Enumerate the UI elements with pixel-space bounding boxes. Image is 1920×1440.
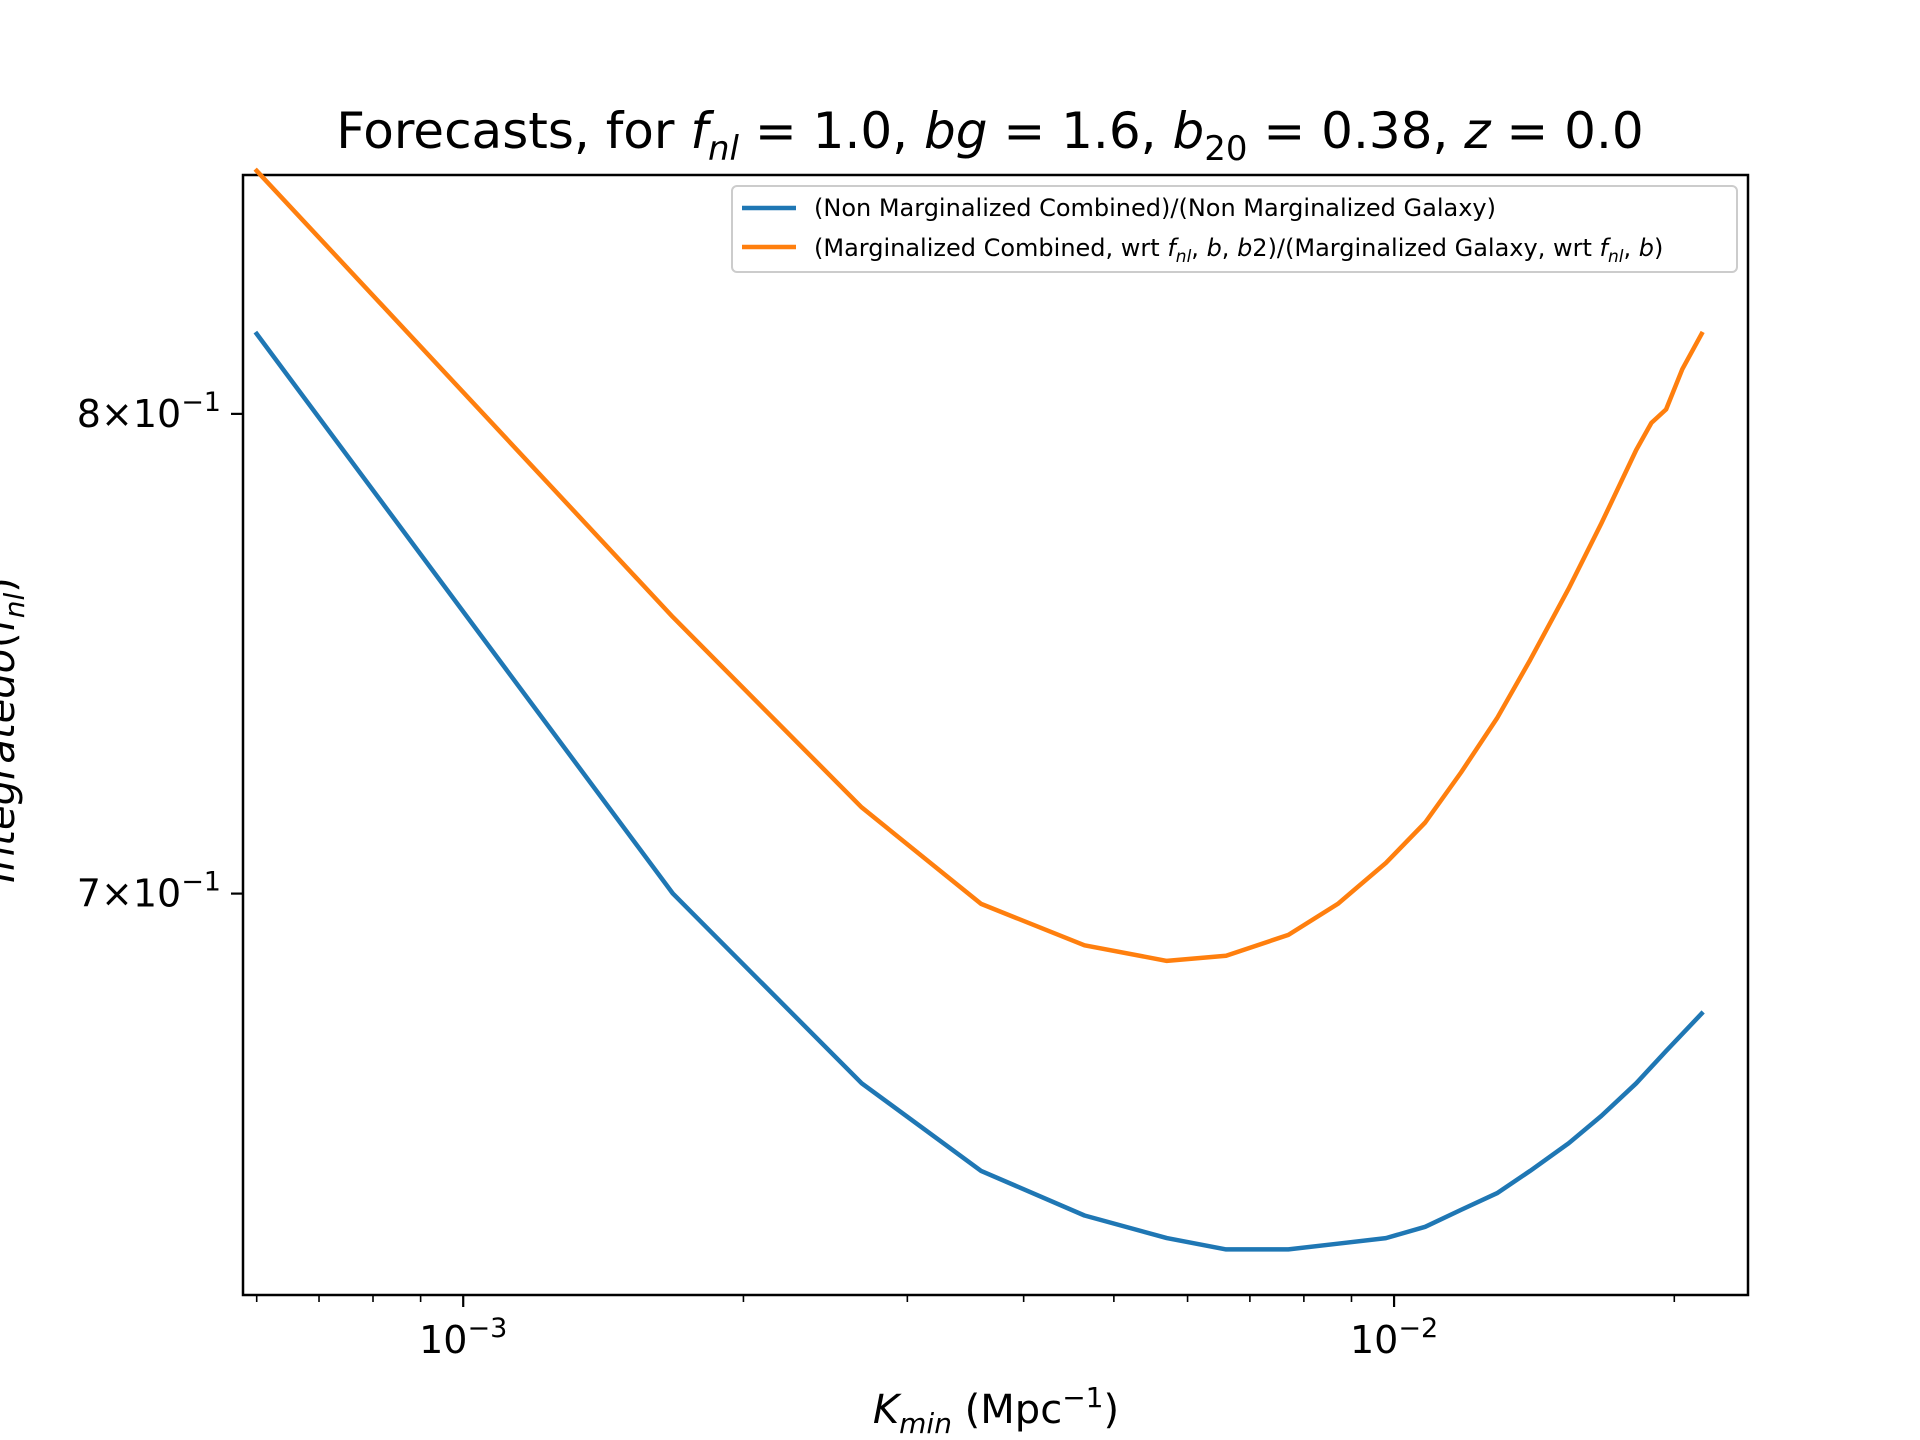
x-tick-label: 10−3: [419, 1313, 507, 1362]
legend-box: [731, 185, 1738, 273]
legend-label-non-marginalized: (Non Marginalized Combined)/(Non Margina…: [814, 194, 1496, 222]
chart-title: Forecasts, for fnl = 1.0, bg = 1.6, b20 …: [336, 102, 1643, 169]
plot-frame: [241, 173, 1750, 1297]
legend: (Non Marginalized Combined)/(Non Margina…: [731, 185, 1738, 273]
series-line-marginalized: [253, 167, 1705, 964]
legend-label-marginalized: (Marginalized Combined, wrt fnl, b, b2)/…: [814, 234, 1663, 267]
y-tick-label: 8×10−1: [77, 387, 221, 436]
x-tick-label: 10−2: [1350, 1313, 1438, 1362]
y-axis-ticks: 7×10−1 8×10−1: [77, 387, 243, 916]
series-line-non-marginalized: [253, 330, 1705, 1252]
y-tick-label: 7×10−1: [77, 867, 221, 916]
y-axis-label: Integratedσ(fnl): [0, 577, 31, 883]
x-axis-ticks: 10−3 10−2: [255, 1295, 1676, 1362]
x-axis-label: Kmin (Mpc−1): [873, 1381, 1119, 1440]
series-layer: [253, 167, 1705, 1252]
